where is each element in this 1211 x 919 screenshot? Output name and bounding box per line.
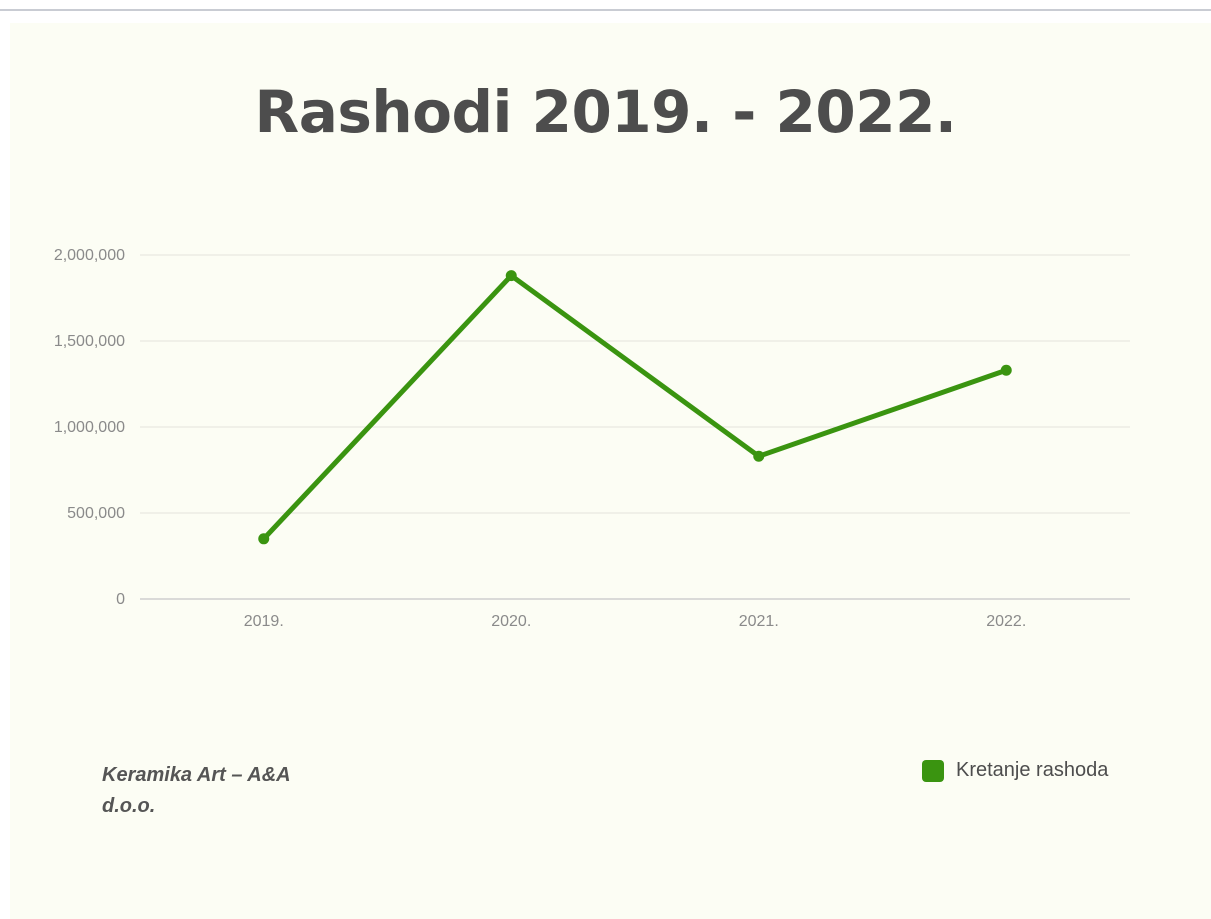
chart-card — [10, 23, 1211, 919]
data-point — [753, 450, 765, 462]
y-tick-label: 2,000,000 — [54, 247, 125, 264]
y-tick-label: 1,500,000 — [54, 333, 125, 350]
caption-line-2: d.o.o. — [102, 795, 156, 817]
grid-lines — [140, 254, 1130, 600]
company-caption: Keramika Art – A&A d.o.o. — [102, 760, 362, 822]
data-point — [258, 533, 270, 545]
x-axis-ticks: 2019. 2020. 2021. 2022. — [244, 613, 1027, 630]
x-tick-label: 2022. — [986, 613, 1026, 630]
y-tick-label: 500,000 — [67, 505, 125, 522]
data-point — [1000, 364, 1012, 376]
legend-swatch — [922, 759, 944, 782]
top-divider — [0, 9, 1211, 11]
x-tick-label: 2020. — [491, 613, 531, 630]
series-line — [261, 273, 1009, 542]
y-axis-ticks: 0 500,000 1,000,000 1,500,000 2,000,000 — [54, 247, 125, 608]
series-kretanje-rashoda — [258, 270, 1012, 545]
legend-label: Kretanje rashoda — [956, 759, 1109, 781]
caption-line-1: Keramika Art – A&A — [102, 764, 291, 786]
x-tick-label: 2021. — [739, 613, 779, 630]
chart-title: Rashodi 2019. - 2022. — [254, 78, 957, 146]
y-tick-label: 0 — [116, 591, 125, 608]
data-point — [505, 270, 517, 282]
y-tick-label: 1,000,000 — [54, 419, 125, 436]
x-tick-label: 2019. — [244, 613, 284, 630]
legend: Kretanje rashoda — [922, 759, 1108, 782]
